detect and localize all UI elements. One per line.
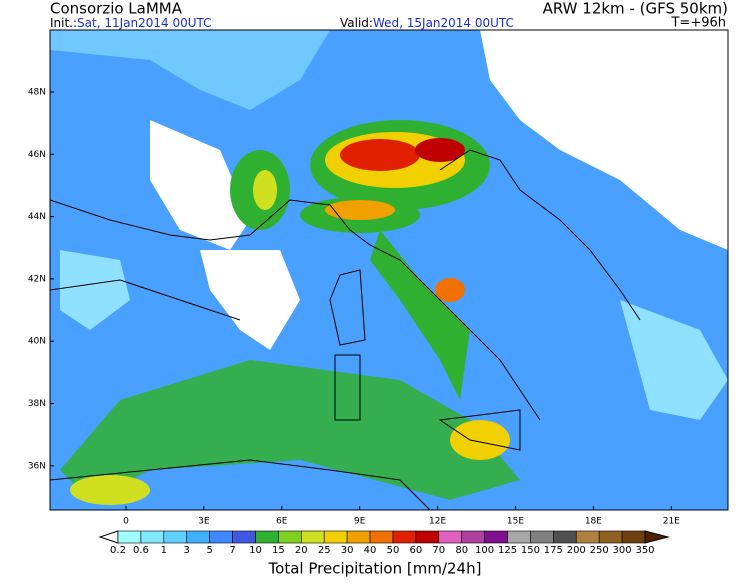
model-name: ARW 12km - (GFS 50km)	[543, 0, 728, 18]
colorbar-box	[163, 530, 188, 544]
lat-label: 44N	[28, 212, 46, 222]
colorbar-box	[392, 530, 417, 544]
colorbar-box	[575, 530, 600, 544]
colorbar-label: 7	[229, 545, 235, 556]
lat-label: 36N	[28, 461, 46, 471]
lon-label: 6E	[276, 517, 288, 527]
colorbar-label: 0.2	[110, 545, 126, 556]
lon-label: 15E	[507, 517, 524, 527]
lat-label: 42N	[28, 274, 46, 284]
colorbar-box	[278, 530, 302, 544]
colorbar-box	[621, 530, 646, 544]
map-field	[50, 30, 728, 510]
colorbar-box	[346, 530, 371, 544]
colorbar-label: 1	[161, 545, 167, 556]
lon-label: 18E	[585, 517, 602, 527]
valid-value: Wed, 15Jan2014 00UTC	[373, 16, 514, 30]
colorbar-label: 60	[410, 545, 423, 556]
lon-label: 21E	[663, 517, 680, 527]
init-label: Init.:	[50, 16, 77, 30]
colorbar-box	[461, 530, 485, 544]
colorbar-label: 3	[184, 545, 190, 556]
colorbar-label: 80	[455, 545, 468, 556]
longitude-labels: 0 3E 6E 9E 12E 15E 18E 21E	[123, 506, 680, 527]
colorbar-low	[98, 530, 119, 544]
colorbar-label: 20	[295, 545, 308, 556]
init-value: Sat, 11Jan2014 00UTC	[77, 16, 211, 30]
colorbar-box	[323, 530, 348, 544]
colorbar-label: 15	[272, 545, 285, 556]
colorbar-label: 30	[341, 545, 354, 556]
colorbar-label: 125	[498, 545, 517, 556]
map-frame	[49, 29, 729, 511]
colorbar-label: 0.6	[133, 545, 149, 556]
colorbar-label: 200	[567, 545, 586, 556]
colorbar: 0.2 0.6 1 3 5 7 10 15 20 25 30 40 50 60 70 80 100 125 150 1…	[98, 530, 670, 556]
lat-label: 48N	[28, 88, 46, 98]
colorbar-box	[369, 530, 394, 544]
colorbar-label: 150	[521, 545, 540, 556]
valid-label: Valid:	[340, 16, 373, 30]
colorbar-box	[598, 530, 623, 544]
colorbar-label: 250	[590, 545, 609, 556]
lat-label: 38N	[28, 399, 46, 409]
colorbar-box	[530, 530, 554, 544]
colorbar-label: 70	[432, 545, 445, 556]
valid-info: Valid:Wed, 15Jan2014 00UTC	[340, 16, 514, 30]
lon-label: 12E	[429, 517, 446, 527]
lon-label: 3E	[198, 517, 210, 527]
colorbar-high	[644, 530, 670, 544]
header-title: Consorzio LaMMA	[50, 0, 183, 18]
colorbar-label: 25	[318, 545, 331, 556]
colorbar-box	[415, 530, 440, 544]
header-info: Init.:Sat, 11Jan2014 00UTC	[50, 16, 212, 30]
colorbar-label: 50	[387, 545, 400, 556]
lon-label: 9E	[354, 517, 366, 527]
colorbar-label: 5	[206, 545, 212, 556]
colorbar-box	[117, 530, 142, 544]
colorbar-box	[186, 530, 210, 544]
colorbar-box	[438, 530, 462, 544]
colorbar-box	[140, 530, 165, 544]
colorbar-box	[507, 530, 531, 544]
colorbar-box	[255, 530, 279, 544]
latitude-labels: 48N 46N 44N 42N 40N 38N 36N	[28, 88, 54, 471]
colorbar-label: 300	[613, 545, 632, 556]
colorbar-label: 40	[364, 545, 377, 556]
lat-label: 40N	[28, 337, 46, 347]
colorbar-label: 10	[249, 545, 262, 556]
forecast-time: T=+96h	[670, 16, 726, 31]
colorbar-box	[553, 530, 577, 544]
colorbar-box	[484, 530, 508, 544]
colorbar-label: 350	[635, 545, 654, 556]
legend-title: Total Precipitation [mm/24h]	[268, 560, 482, 578]
colorbar-box	[301, 530, 325, 544]
lat-label: 46N	[28, 150, 46, 160]
colorbar-label: 175	[544, 545, 563, 556]
colorbar-box	[209, 530, 233, 544]
colorbar-box	[232, 530, 256, 544]
colorbar-label: 100	[475, 545, 494, 556]
lon-label: 0	[123, 517, 129, 527]
